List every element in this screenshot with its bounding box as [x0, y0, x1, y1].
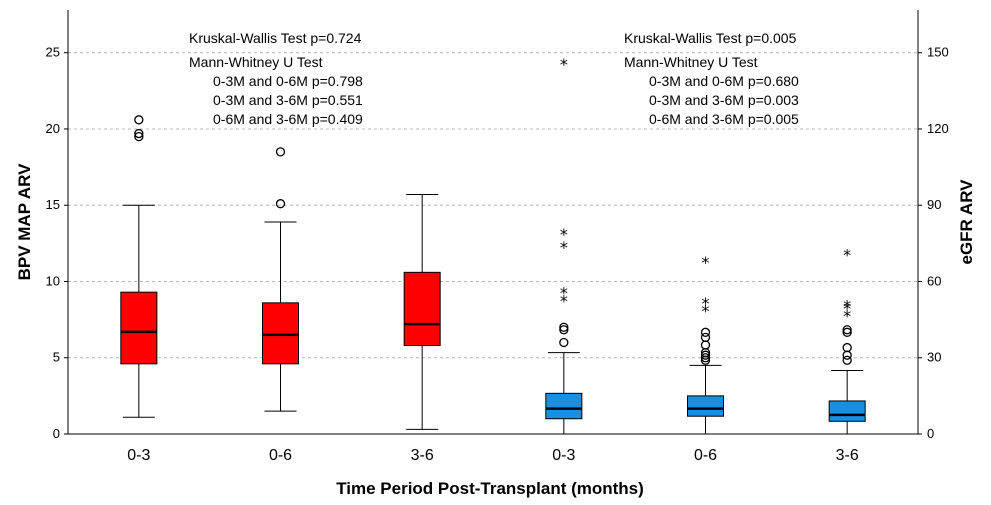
x-tick-label: 0-6 — [694, 447, 717, 464]
outlier-point — [134, 128, 144, 139]
box-iqr — [120, 291, 158, 365]
annotation-left-line-3: 0-3M and 0-6M p=0.798 — [213, 73, 363, 89]
outlier-point — [134, 131, 144, 142]
y-tick-label-left: 25 — [46, 45, 60, 60]
x-tick-label: 0-3 — [127, 447, 150, 464]
outlier-point — [842, 342, 852, 353]
box-left-3-6 — [403, 194, 441, 430]
outlier-point — [134, 115, 144, 125]
box-left-0-3 — [120, 115, 158, 418]
outlier-point — [700, 327, 711, 337]
extreme-point: * — [702, 253, 710, 272]
outlier-point — [559, 337, 569, 348]
grid-lines — [68, 52, 918, 359]
y-tick-label-right: 150 — [927, 45, 949, 60]
x-axis-title: Time Period Post-Transplant (months) — [336, 479, 644, 498]
y-tick-label-left: 20 — [46, 121, 60, 136]
annotation-right: Kruskal-Wallis Test p=0.005 Mann-Whitney… — [624, 30, 799, 127]
y-tick-label-left: 0 — [53, 426, 60, 441]
plot-frame — [64, 10, 922, 435]
y-tick-label-left: 5 — [53, 350, 60, 365]
y-axis-title-left: BPV MAP ARV — [15, 163, 34, 280]
box-iqr — [828, 400, 866, 422]
outlier-point — [275, 147, 286, 157]
annotation-right-line-3: 0-3M and 0-6M p=0.680 — [649, 73, 799, 89]
annotation-right-line-4: 0-3M and 3-6M p=0.003 — [649, 92, 799, 108]
annotation-right-line-5: 0-6M and 3-6M p=0.005 — [649, 111, 799, 127]
y-tick-label-left: 15 — [46, 197, 60, 212]
x-tick-label: 0-6 — [269, 447, 292, 464]
x-tick-label: 3-6 — [836, 447, 859, 464]
outlier-point — [842, 327, 852, 337]
box-iqr — [687, 395, 724, 417]
y-axis-title-right: eGFR ARV — [957, 179, 976, 265]
y-tick-label-right: 30 — [927, 350, 941, 365]
tick-labels: 0 5 10 15 20 25 0 30 60 90 120 150 0-3 0-6 3-6 0-3 0-6 3-… — [46, 45, 949, 464]
annotation-left-line-4: 0-3M and 3-6M p=0.551 — [213, 92, 363, 108]
outlier-point — [842, 355, 852, 365]
y-tick-label-right: 90 — [927, 197, 941, 212]
annotation-left-line-5: 0-6M and 3-6M p=0.409 — [213, 111, 363, 127]
x-tick-label: 0-3 — [552, 447, 575, 464]
outlier-point — [700, 350, 711, 360]
annotation-left-line-2: Mann-Whitney U Test — [189, 54, 323, 70]
annotation-left: Kruskal-Wallis Test p=0.724 Mann-Whitney… — [189, 30, 363, 127]
outlier-point — [700, 340, 711, 350]
extreme-point: * — [702, 301, 710, 320]
annotation-right-line-2: Mann-Whitney U Test — [624, 54, 758, 70]
annotation-right-line-1: Kruskal-Wallis Test p=0.005 — [624, 30, 797, 46]
x-tick-label: 3-6 — [411, 447, 434, 464]
box-iqr — [545, 392, 583, 420]
boxes: ************ — [120, 55, 866, 435]
box-left-0-6 — [262, 147, 299, 412]
outlier-point — [559, 322, 569, 332]
outlier-point — [842, 325, 852, 335]
extreme-point: * — [560, 225, 568, 244]
y-tick-label-right: 60 — [927, 273, 941, 288]
extreme-point: * — [843, 246, 851, 265]
y-tick-label-right: 0 — [927, 426, 934, 441]
outlier-point — [700, 332, 711, 343]
extreme-point: * — [843, 296, 851, 315]
outlier-point — [700, 353, 711, 363]
box-iqr — [403, 271, 441, 347]
y-tick-label-right: 120 — [927, 121, 949, 136]
box-right-0-3: ***** — [545, 55, 583, 435]
box-right-3-6: **** — [828, 246, 866, 435]
extreme-point: * — [560, 284, 568, 303]
outlier-point — [842, 350, 852, 360]
extreme-point: * — [702, 294, 710, 313]
outlier-point — [559, 325, 569, 335]
extreme-point: * — [843, 307, 851, 326]
annotation-left-line-1: Kruskal-Wallis Test p=0.724 — [189, 30, 362, 46]
outlier-point — [275, 199, 286, 209]
box-iqr — [262, 302, 299, 365]
extreme-point: * — [560, 55, 568, 74]
y-tick-label-left: 10 — [46, 273, 60, 288]
box-right-0-6: *** — [687, 253, 724, 435]
extreme-point: * — [560, 238, 568, 257]
extreme-point: * — [560, 291, 568, 310]
extreme-point: * — [843, 299, 851, 318]
